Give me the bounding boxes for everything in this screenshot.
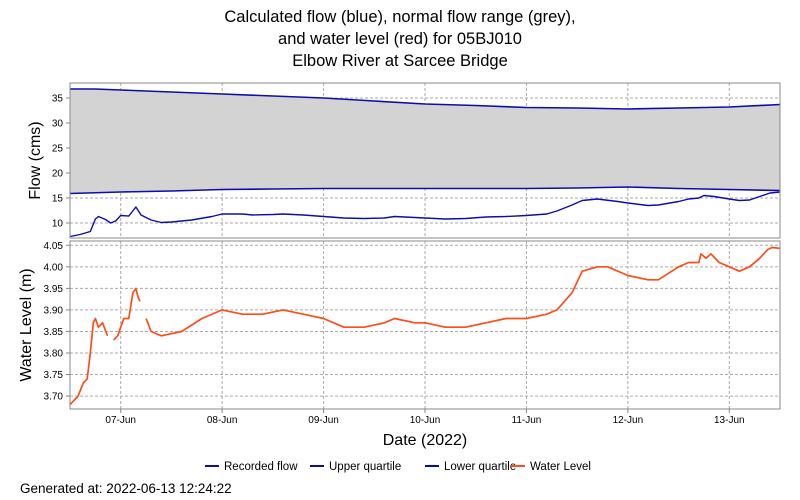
level-grid (70, 241, 780, 409)
legend-label: Recorded flow (224, 461, 298, 473)
water-level-panel: 3.70 3.75 3.80 3.85 3.90 3.95 4.00 4.05 Water L… (18, 240, 781, 410)
level-y-tick-label: 3.95 (44, 284, 64, 295)
x-tick-label: 08-Jun (207, 415, 238, 426)
level-y-tick-label: 3.90 (44, 305, 64, 316)
flow-panel: 10 15 20 25 30 35 Flow (cms) (27, 82, 781, 239)
upper-quartile-line (70, 88, 781, 110)
title-line-1: Calculated flow (blue), normal flow rang… (224, 8, 576, 26)
flow-lines (69, 88, 781, 238)
water-level-line-segment (69, 317, 109, 406)
water-level-line-segment (145, 246, 781, 337)
legend: Recorded flow Upper quartile Lower quartil… (205, 461, 591, 473)
x-tick-label: 13-Jun (714, 415, 745, 426)
level-y-axis-label: Water Level (m) (18, 268, 35, 381)
x-tick-label: 09-Jun (308, 415, 339, 426)
level-y-tick-label: 3.75 (44, 370, 64, 381)
lower-quartile-line (69, 186, 781, 195)
x-tick-label: 10-Jun (410, 415, 441, 426)
level-lines (69, 246, 781, 406)
normal-flow-range-fill (70, 89, 780, 194)
flow-plot-border (69, 82, 781, 239)
x-tick-label: 07-Jun (105, 415, 136, 426)
flow-y-tick-label: 35 (52, 94, 64, 105)
flow-y-tick-label: 30 (52, 119, 64, 130)
recorded-flow-line (69, 191, 781, 238)
level-y-tick-label: 3.80 (44, 349, 64, 360)
chart-title: Calculated flow (blue), normal flow rang… (0, 6, 800, 72)
generated-timestamp: Generated at: 2022-06-13 12:24:22 (20, 481, 232, 496)
flow-y-ticks: 10 15 20 25 30 35 (52, 94, 70, 230)
level-y-tick-label: 3.70 (44, 392, 64, 403)
level-y-tick-label: 4.00 (44, 262, 64, 273)
level-y-tick-label: 3.85 (44, 327, 64, 338)
flow-y-tick-label: 10 (52, 219, 64, 230)
x-tick-label: 11-Jun (512, 415, 542, 426)
title-line-3: Elbow River at Sarcee Bridge (292, 52, 508, 70)
flow-y-tick-label: 25 (52, 144, 64, 155)
level-y-ticks: 3.70 3.75 3.80 3.85 3.90 3.95 4.00 4.05 (44, 241, 70, 403)
water-level-line-segment (112, 287, 141, 341)
legend-label: Lower quartile (444, 461, 516, 473)
title-line-2: and water level (red) for 05BJ010 (278, 30, 522, 48)
flow-y-axis-label: Flow (cms) (27, 121, 44, 199)
x-tick-label: 12-Jun (613, 415, 644, 426)
legend-label: Water Level (530, 461, 591, 473)
level-y-tick-label: 4.05 (44, 241, 64, 252)
flow-y-tick-label: 20 (52, 169, 64, 180)
flow-y-tick-label: 15 (52, 194, 64, 205)
x-axis-ticks: 07-Jun 08-Jun 09-Jun 10-Jun 11-Jun 12-Jun 13-J… (105, 409, 745, 426)
x-axis-label: Date (2022) (383, 432, 468, 449)
legend-label: Upper quartile (329, 461, 401, 473)
